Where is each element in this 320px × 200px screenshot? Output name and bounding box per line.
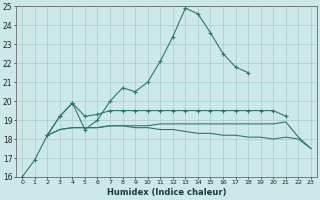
X-axis label: Humidex (Indice chaleur): Humidex (Indice chaleur) [107, 188, 226, 197]
